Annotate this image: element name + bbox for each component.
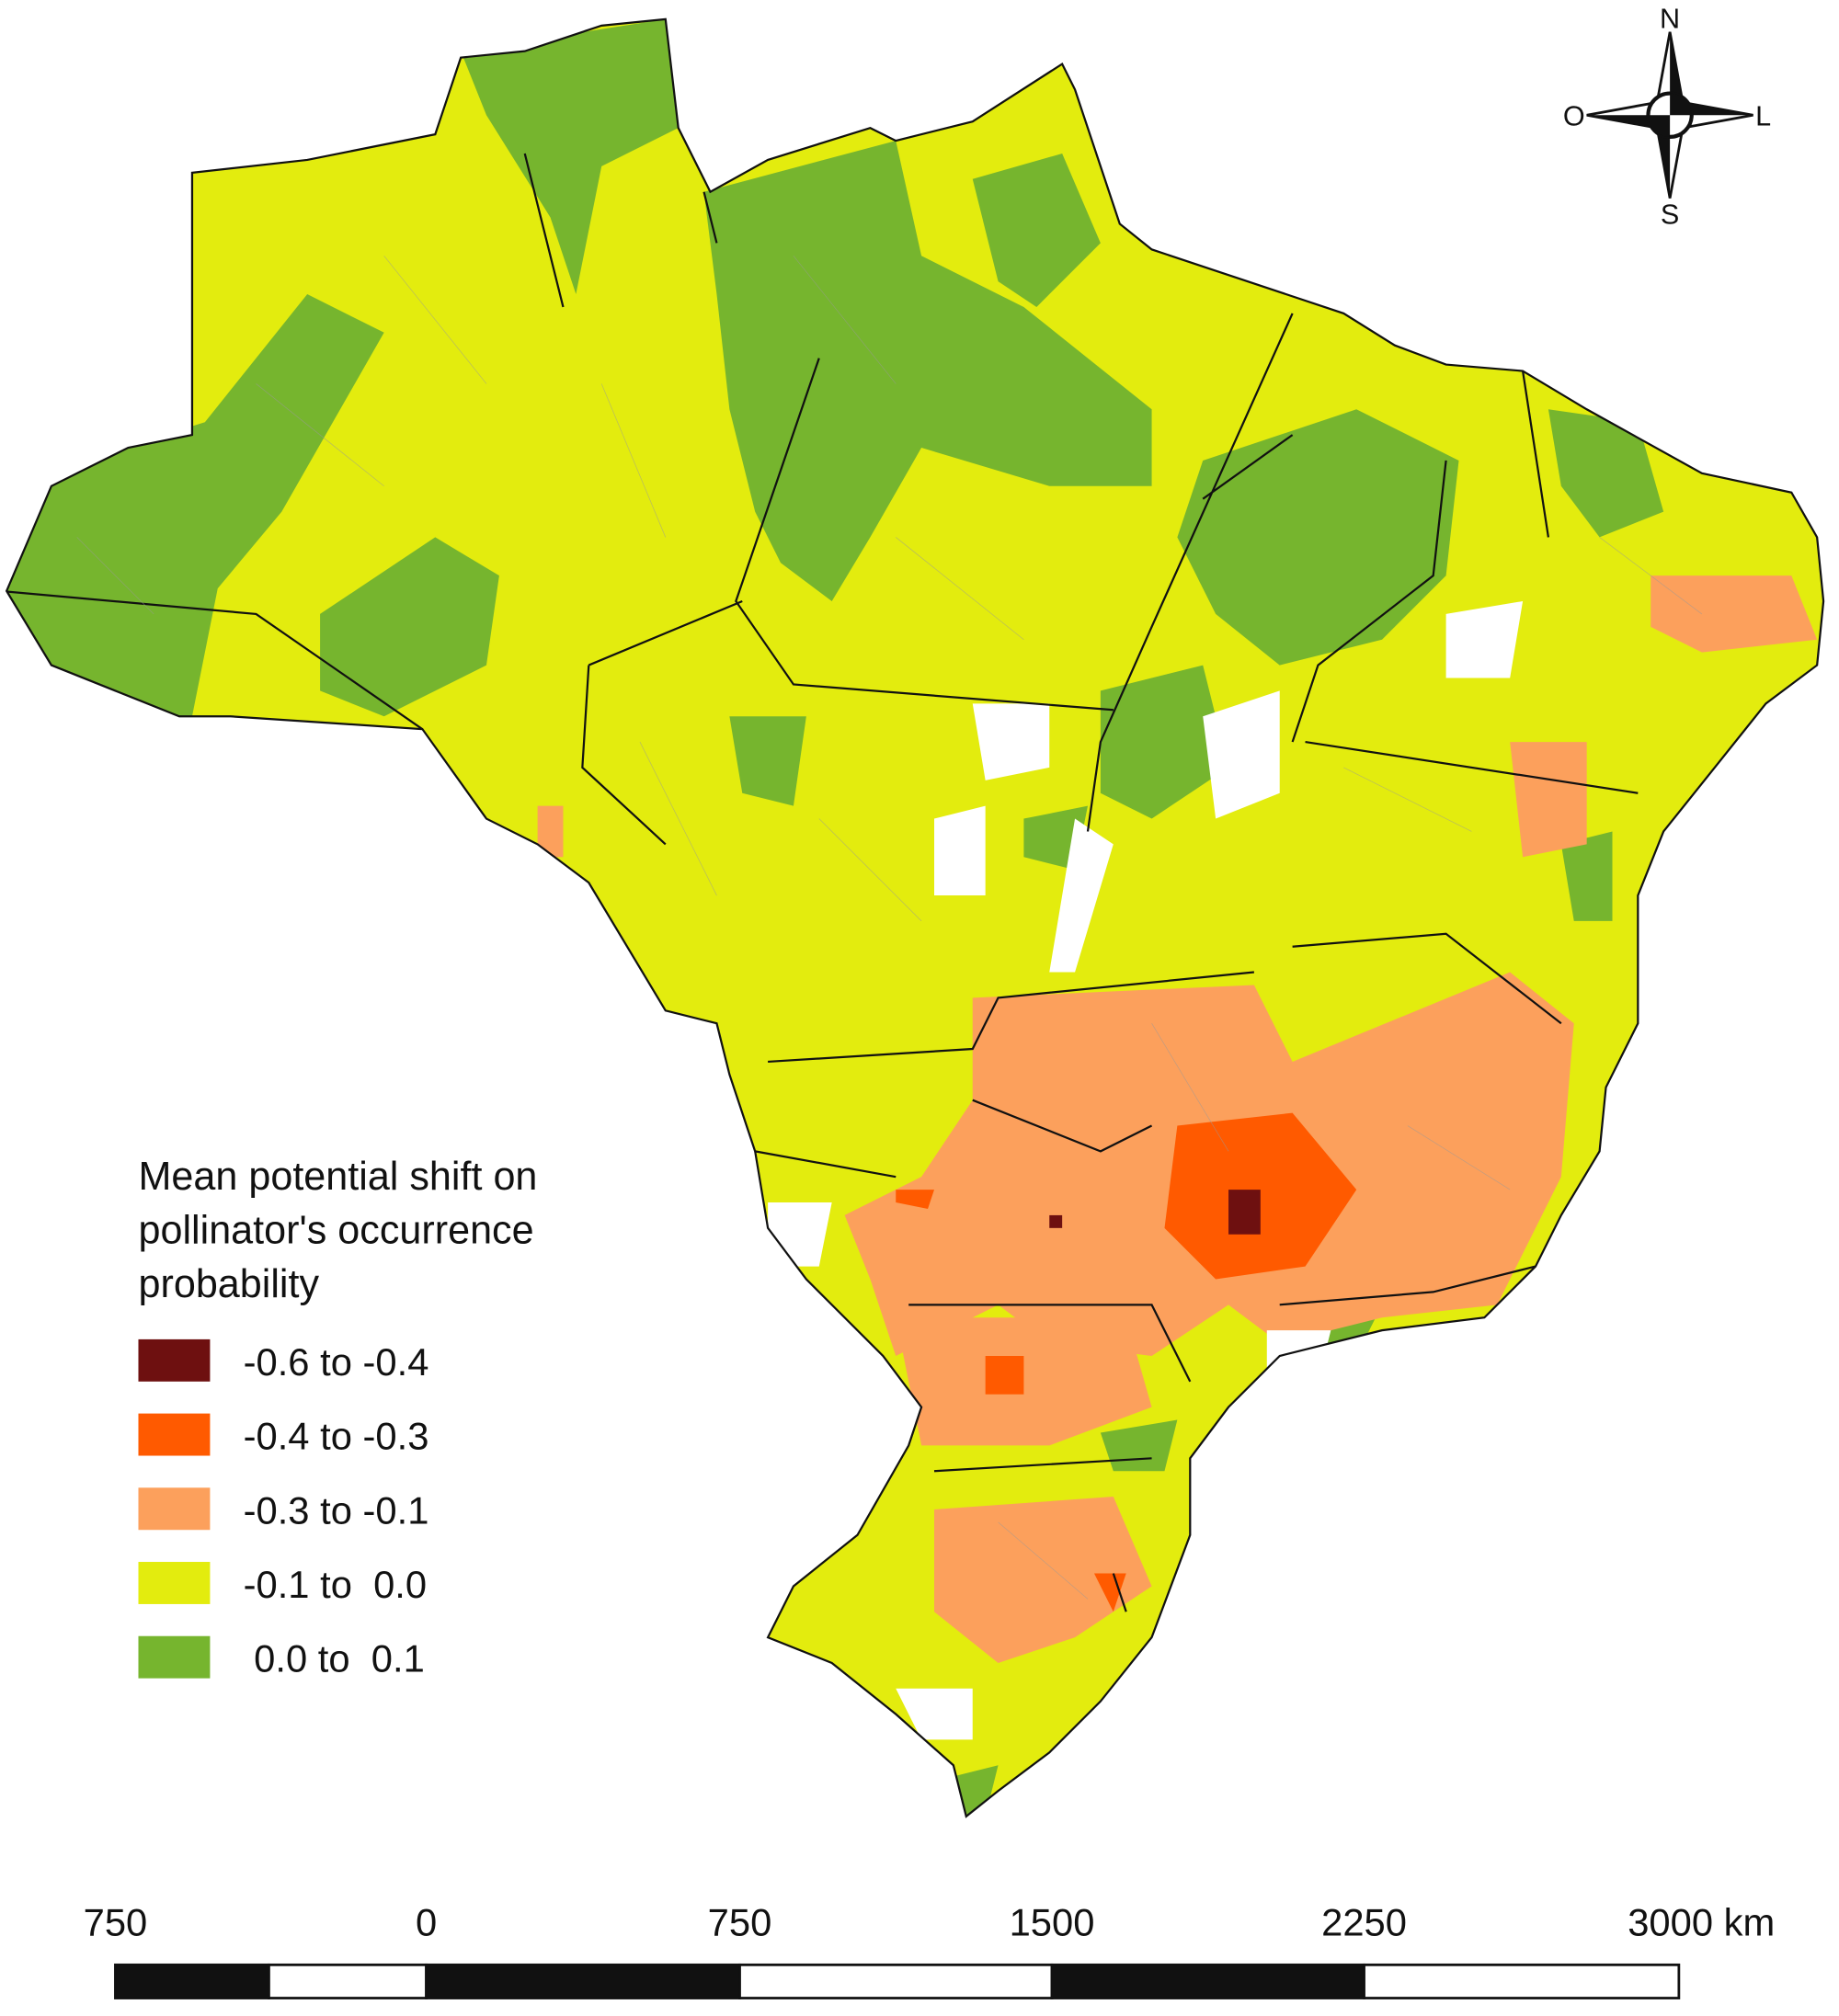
compass: N O L S xyxy=(1563,4,1771,231)
legend-label: -0.3 to -0.1 xyxy=(244,1488,429,1532)
legend-swatch xyxy=(138,1635,211,1679)
map-region xyxy=(1100,665,1229,819)
map-region xyxy=(985,1355,1024,1395)
legend-swatch xyxy=(138,1413,211,1456)
scale-bar xyxy=(114,1963,1681,1999)
legend-label: 0.0 to 0.1 xyxy=(244,1637,425,1680)
compass-center xyxy=(1648,93,1692,137)
scale-label: 3000 km xyxy=(1628,1900,1775,1943)
map-region xyxy=(703,141,1152,602)
map-region xyxy=(934,1497,1152,1663)
map-region xyxy=(1100,1419,1178,1472)
state-border xyxy=(6,127,1639,1612)
scale-segment xyxy=(425,1963,741,1999)
map-region xyxy=(972,153,1101,307)
map-region xyxy=(1177,409,1459,666)
legend-swatch xyxy=(138,1338,211,1382)
map-region xyxy=(1560,831,1613,921)
map-region xyxy=(1510,742,1587,858)
scale-label: 1500 xyxy=(1010,1900,1095,1943)
map-region xyxy=(537,805,564,858)
compass-label: N xyxy=(1660,4,1680,35)
no-data-area xyxy=(1049,818,1114,973)
legend-label: -0.1 to 0.0 xyxy=(244,1563,428,1606)
no-data-area xyxy=(896,1688,973,1740)
legend: Mean potential shift on pollinator's occu… xyxy=(138,1155,537,1680)
map-region xyxy=(896,1190,935,1209)
legend-label: -0.6 to -0.4 xyxy=(244,1340,429,1384)
map-region xyxy=(1548,409,1664,538)
scale-label: 0 xyxy=(416,1900,437,1943)
no-data-area xyxy=(934,805,986,896)
legend-swatch xyxy=(138,1487,211,1531)
map-region xyxy=(1049,1214,1063,1228)
map-region xyxy=(1651,575,1818,653)
municipal-border xyxy=(76,256,1703,1600)
scale-segment xyxy=(1363,1963,1681,1999)
map-region xyxy=(6,294,384,717)
compass-label: O xyxy=(1563,100,1585,131)
map-region xyxy=(461,18,679,295)
compass-label: S xyxy=(1661,199,1679,231)
no-data-area xyxy=(1445,601,1524,678)
no-data-area xyxy=(972,703,1050,780)
scale-segment xyxy=(114,1963,270,1999)
legend-title: pollinator's occurrence xyxy=(138,1209,533,1253)
compass-label: L xyxy=(1755,100,1771,131)
map-region xyxy=(729,716,806,806)
no-data-area xyxy=(1203,690,1280,819)
scale-segment xyxy=(738,1963,1054,1999)
map-region xyxy=(1228,1190,1261,1235)
legend-label: -0.4 to -0.3 xyxy=(244,1415,429,1458)
scale-segment xyxy=(268,1963,428,1999)
legend-title: Mean potential shift on xyxy=(138,1155,537,1199)
legend-swatch xyxy=(138,1562,211,1604)
legend-title: probability xyxy=(138,1262,319,1306)
map-region xyxy=(1093,1573,1126,1612)
map-region xyxy=(320,537,499,717)
scale-label: 750 xyxy=(84,1900,148,1943)
no-data-area xyxy=(1266,1330,1331,1382)
scale-label: 750 xyxy=(708,1900,772,1943)
scale-label: 2250 xyxy=(1321,1900,1407,1943)
scale-segment xyxy=(1050,1963,1365,1999)
scale-labels: 750 0 750 1500 2250 3000 km xyxy=(84,1900,1776,1943)
